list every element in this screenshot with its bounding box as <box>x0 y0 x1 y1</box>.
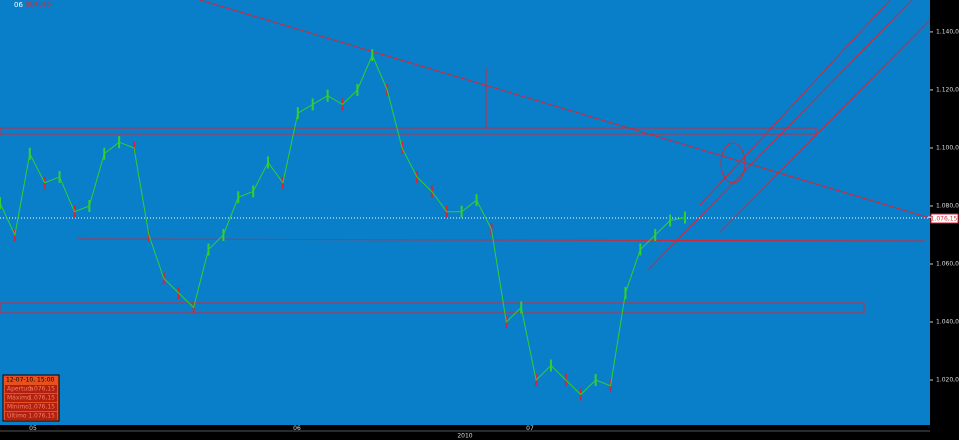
info-row-value: 1.076,15 <box>28 413 55 420</box>
info-row-label: Apertura <box>7 386 34 393</box>
info-row <box>5 385 57 393</box>
info-row-value: 1.076,15 <box>28 386 55 393</box>
y-tick-label: 1.100,00 <box>936 144 959 151</box>
info-row <box>5 394 57 402</box>
x-tick-label: 06 <box>293 425 301 432</box>
y-tick-label: 1.040,00 <box>936 319 959 326</box>
resistance-zone <box>0 127 817 135</box>
info-date: 12-07-10, 15:00 <box>6 377 55 384</box>
y-tick-label: 1.060,00 <box>936 260 959 267</box>
time-axis <box>0 425 930 440</box>
info-row <box>5 412 57 420</box>
plot-background <box>0 0 930 425</box>
drawings <box>0 0 931 314</box>
y-tick-label: 1.080,00 <box>936 202 959 209</box>
info-row-value: 1.076,15 <box>28 395 55 402</box>
y-tick-label: 1.020,00 <box>936 377 959 384</box>
tab-label: 06 <box>14 1 23 9</box>
price-line <box>0 53 686 396</box>
symbol-label: EURUSD <box>26 2 52 9</box>
trend-line <box>199 0 931 219</box>
channel-line <box>719 19 931 233</box>
highlight-ellipse <box>720 142 746 184</box>
y-tick-label: 1.140,00 <box>936 28 959 35</box>
last-price-box <box>930 213 959 224</box>
x-tick-label: 05 <box>29 425 37 432</box>
x-tick-label: 07 <box>526 425 534 432</box>
year-label: 2010 <box>457 433 472 440</box>
y-tick-label: 1.120,00 <box>936 86 959 93</box>
info-row-label: Máximo <box>7 395 31 402</box>
info-row <box>5 403 57 411</box>
last-price-label: 1.076,15 <box>931 216 958 223</box>
channel-line <box>647 0 913 271</box>
info-box: 12-07-10, 15:00 Apertura1.076,15Máximo1.… <box>2 374 60 422</box>
info-row-label: Último <box>7 413 27 420</box>
info-row-label: Mínimo <box>7 404 29 411</box>
support-zone <box>0 302 865 314</box>
channel-line <box>699 0 891 206</box>
info-row-value: 1.076,15 <box>28 404 55 411</box>
